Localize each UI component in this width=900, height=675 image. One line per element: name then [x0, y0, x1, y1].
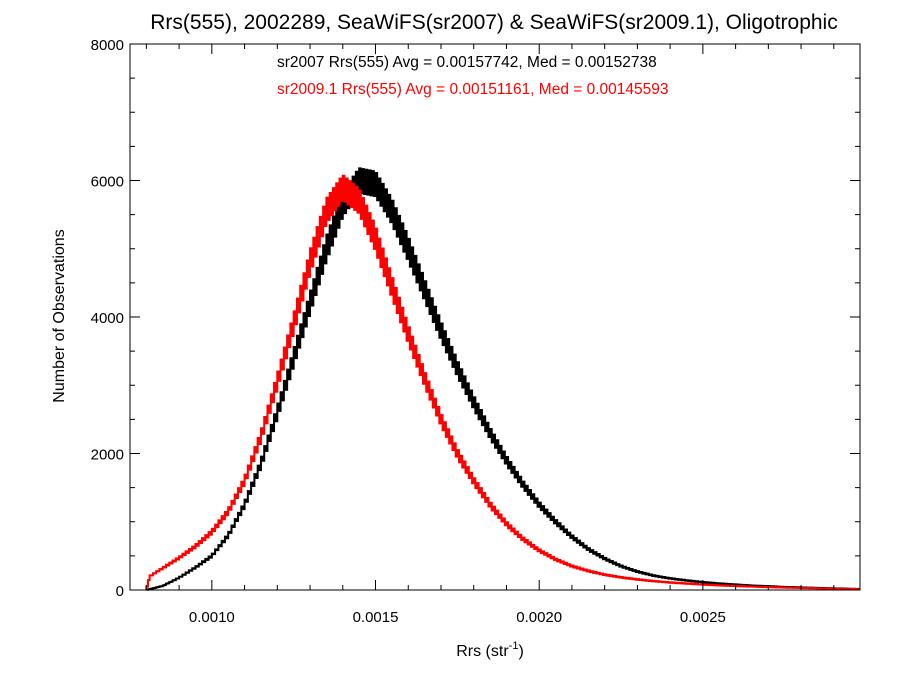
y-tick-label: 0 [116, 583, 124, 600]
x-axis-label: Rrs (str-1) [456, 640, 524, 660]
y-axis-label: Number of Observations [51, 229, 68, 402]
y-axis: 0 2000 4000 6000 8000 [91, 37, 860, 600]
y-tick-label: 6000 [91, 174, 124, 191]
y-tick-label: 8000 [91, 37, 124, 54]
series-group [145, 167, 860, 591]
series-line-sr2009-1 [145, 174, 860, 591]
y-tick-label: 2000 [91, 447, 124, 464]
x-axis-label-close: ) [518, 643, 523, 660]
legend-sr2007: sr2007 Rrs(555) Avg = 0.00157742, Med = … [277, 54, 657, 71]
x-tick-label: 0.0025 [680, 609, 726, 626]
x-tick-label: 0.0020 [516, 609, 562, 626]
x-axis-label-sup: -1 [509, 640, 519, 652]
x-axis: 0.0010 0.0015 0.0020 0.0025 [145, 44, 835, 626]
legend-sr2009: sr2009.1 Rrs(555) Avg = 0.00151161, Med … [277, 81, 669, 98]
x-tick-label: 0.0015 [353, 609, 399, 626]
x-tick-label: 0.0010 [189, 609, 235, 626]
x-axis-label-base: Rrs (str [456, 643, 509, 660]
series-line-sr2007 [145, 167, 860, 591]
y-tick-label: 4000 [91, 310, 124, 327]
chart-title: Rrs(555), 2002289, SeaWiFS(sr2007) & Sea… [150, 11, 837, 34]
